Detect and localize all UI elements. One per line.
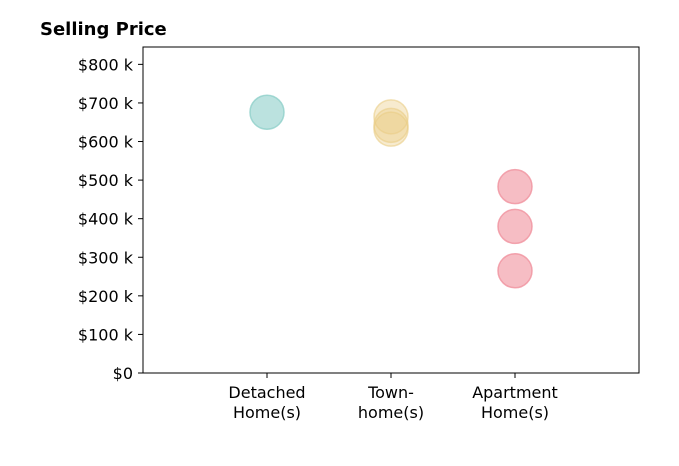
axes: $0 $100 k $200 k $300 k $400 k $500 k $600 k $7… <box>78 46 640 422</box>
data-point-apartment <box>497 253 533 289</box>
chart-title: Selling Price <box>40 19 167 40</box>
y-tick-label: $100 k <box>78 325 134 344</box>
y-tick-label: $600 k <box>78 133 134 152</box>
x-tick-label-town: Town-home(s) <box>358 383 424 422</box>
x-tick-label-line: Home(s) <box>481 403 549 422</box>
y-tick-label: $300 k <box>78 248 134 267</box>
y-tick-label: $0 <box>113 364 133 383</box>
y-tick-label: $500 k <box>78 171 134 190</box>
y-tick-label: $700 k <box>78 94 134 113</box>
data-point-town <box>373 99 409 135</box>
x-tick-label-line: Home(s) <box>233 403 301 422</box>
y-tick-label: $400 k <box>78 210 134 229</box>
plot-frame <box>142 46 640 374</box>
y-tick-label: $200 k <box>78 287 134 306</box>
x-tick-label-detached: Detached Home(s) <box>228 383 305 422</box>
x-tick-label-line: Detached <box>228 383 305 402</box>
x-tick-label-line: Apartment <box>472 383 558 402</box>
y-tick-label: $800 k <box>78 55 134 74</box>
data-point-detached <box>249 94 285 130</box>
data-point-town <box>373 111 409 147</box>
data-points <box>249 94 533 289</box>
x-tick-label-apartment: Apartment Home(s) <box>472 383 558 422</box>
data-point-apartment <box>497 208 533 245</box>
x-tick-label-line: Town- <box>367 383 414 402</box>
x-tick-label-line: home(s) <box>358 403 424 422</box>
data-point-apartment <box>497 168 533 205</box>
